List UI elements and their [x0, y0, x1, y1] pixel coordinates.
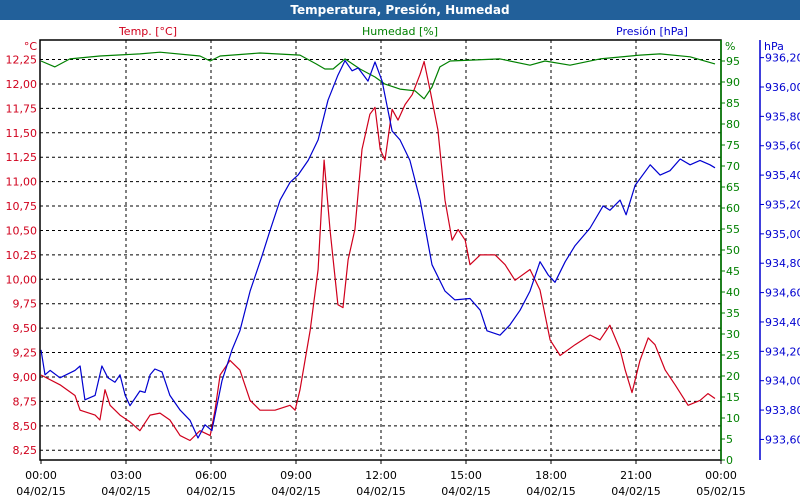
pressure-tick-label: 934,20	[765, 345, 800, 358]
humidity-tick-label: 45	[726, 265, 740, 278]
temp-tick-label: 11,75	[6, 102, 38, 115]
humidity-tick-label: 30	[726, 328, 740, 341]
x-tick-time: 12:00	[365, 469, 397, 482]
series-group	[40, 51, 716, 442]
humidity-tick-label: 85	[726, 97, 740, 110]
temp-tick-label: 8,50	[13, 420, 38, 433]
x-tick-date: 04/02/15	[101, 485, 150, 498]
x-tick-time: 18:00	[535, 469, 567, 482]
x-tick-date: 04/02/15	[611, 485, 660, 498]
humidity-tick-label: 5	[726, 433, 733, 446]
hum-series-line	[40, 51, 716, 100]
temp-tick-label: 12,00	[6, 78, 38, 91]
temp-tick-label: 9,75	[13, 298, 38, 311]
pressure-tick-label: 933,80	[765, 404, 800, 417]
x-tick-time: 06:00	[195, 469, 227, 482]
humidity-tick-label: 0	[726, 454, 733, 467]
chart-title: Temperatura, Presión, Humedad	[0, 0, 800, 20]
x-tick-time: 15:00	[450, 469, 482, 482]
temp-tick-label: 9,00	[13, 371, 38, 384]
temp-tick-label: 8,75	[13, 395, 38, 408]
grid	[40, 40, 764, 464]
pressure-tick-label: 934,00	[765, 375, 800, 388]
pressure-tick-label: 933,60	[765, 433, 800, 446]
pressure-tick-label: 934,80	[765, 257, 800, 270]
pressure-tick-label: 935,80	[765, 110, 800, 123]
humidity-tick-label: 25	[726, 349, 740, 362]
pressure-tick-label: 934,40	[765, 316, 800, 329]
pressure-series-label: Presión [hPa]	[616, 25, 688, 38]
x-tick-date: 05/02/15	[696, 485, 745, 498]
pressure-tick-label: 935,40	[765, 169, 800, 182]
humidity-tick-label: 70	[726, 160, 740, 173]
temp-tick-label: 11,50	[6, 127, 38, 140]
humidity-unit-label: %	[725, 40, 735, 53]
x-tick-date: 04/02/15	[16, 485, 65, 498]
x-tick-date: 04/02/15	[271, 485, 320, 498]
temp-tick-label: 8,25	[13, 444, 38, 457]
humidity-tick-label: 95	[726, 55, 740, 68]
temp-tick-label: 12,25	[6, 54, 38, 67]
temp-tick-label: 9,25	[13, 347, 38, 360]
temp-tick-label: 11,00	[6, 176, 38, 189]
humidity-tick-label: 55	[726, 223, 740, 236]
chart-background	[0, 20, 800, 500]
pressure-tick-label: 934,60	[765, 287, 800, 300]
humidity-tick-label: 15	[726, 391, 740, 404]
temp-tick-label: 10,00	[6, 273, 38, 286]
humidity-series-label: Humedad [%]	[362, 25, 438, 38]
pressure-tick-label: 935,20	[765, 198, 800, 211]
humidity-tick-label: 60	[726, 202, 740, 215]
x-tick-time: 00:00	[25, 469, 57, 482]
tick-labels: 00:00 04/02/15 03:00 04/02/15 06:00 04/02/15 0…	[6, 52, 800, 498]
temp-tick-label: 10,75	[6, 200, 38, 213]
temp-tick-label: 10,50	[6, 224, 38, 237]
x-tick-date: 04/02/15	[526, 485, 575, 498]
humidity-tick-label: 10	[726, 412, 740, 425]
temp-series-label: Temp. [°C]	[118, 25, 177, 38]
x-tick-time: 21:00	[620, 469, 652, 482]
temp-tick-label: 11,25	[6, 151, 38, 164]
humidity-tick-label: 90	[726, 76, 740, 89]
humidity-tick-label: 80	[726, 118, 740, 131]
humidity-tick-label: 75	[726, 139, 740, 152]
temp-unit-label: °C	[24, 40, 38, 53]
humidity-tick-label: 20	[726, 370, 740, 383]
pressure-tick-label: 935,60	[765, 140, 800, 153]
temp-series-line	[40, 60, 716, 442]
humidity-tick-label: 65	[726, 181, 740, 194]
x-tick-date: 04/02/15	[441, 485, 490, 498]
x-tick-date: 04/02/15	[186, 485, 235, 498]
x-tick-time: 09:00	[280, 469, 312, 482]
pressure-tick-label: 935,00	[765, 228, 800, 241]
pressure-tick-label: 936,00	[765, 81, 800, 94]
temp-tick-label: 10,25	[6, 249, 38, 262]
x-tick-time: 00:00	[705, 469, 737, 482]
pressure-tick-label: 936,20	[765, 52, 800, 65]
humidity-tick-label: 50	[726, 244, 740, 257]
pres-series-line	[40, 59, 716, 439]
humidity-tick-label: 35	[726, 307, 740, 320]
x-tick-time: 03:00	[110, 469, 142, 482]
pressure-unit-label: hPa	[764, 40, 784, 53]
humidity-tick-label: 40	[726, 286, 740, 299]
temp-tick-label: 9,50	[13, 322, 38, 335]
x-tick-date: 04/02/15	[356, 485, 405, 498]
